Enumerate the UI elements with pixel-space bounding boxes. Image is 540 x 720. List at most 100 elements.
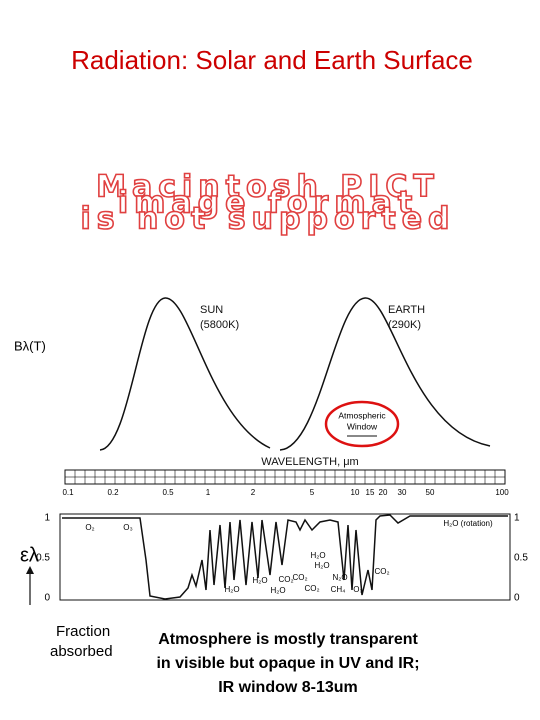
scale-cell bbox=[294, 469, 306, 478]
scale-cell bbox=[184, 476, 196, 485]
x-tick-label: 30 bbox=[398, 488, 407, 497]
scale-cell bbox=[274, 469, 286, 478]
scale-cell bbox=[484, 476, 496, 485]
abs-tick-left: 1 bbox=[44, 513, 50, 524]
scale-cell bbox=[144, 476, 156, 485]
abs-arrowhead bbox=[26, 566, 34, 574]
gas-label: N₂O bbox=[332, 573, 347, 582]
x-tick-label: 2 bbox=[251, 488, 256, 497]
gas-label: O₃ bbox=[353, 585, 362, 594]
x-tick-label: 100 bbox=[495, 488, 509, 497]
gas-label: H₂O bbox=[270, 586, 285, 595]
scale-cell bbox=[464, 476, 476, 485]
window-label: Atmospheric bbox=[338, 410, 386, 420]
scale-cell bbox=[84, 476, 96, 485]
gas-label: O₃ bbox=[123, 523, 132, 532]
scale-cell bbox=[394, 469, 406, 478]
scale-cell bbox=[384, 476, 396, 485]
scale-cell bbox=[494, 469, 506, 478]
earth-curve bbox=[279, 297, 491, 451]
x-tick-label: 0.2 bbox=[107, 488, 119, 497]
gas-label: H₂O bbox=[310, 551, 325, 560]
abs-tick-right: 0 bbox=[514, 593, 520, 604]
caption: IR window 8-13um bbox=[218, 679, 358, 696]
scale-cell bbox=[164, 476, 176, 485]
scale-cell bbox=[314, 469, 326, 478]
gas-label: H₂O bbox=[252, 576, 267, 585]
scale-cell bbox=[454, 469, 466, 478]
scale-cell bbox=[434, 469, 446, 478]
x-tick-label: 20 bbox=[379, 488, 388, 497]
scale-cell bbox=[224, 476, 236, 485]
x-tick-label: 0.1 bbox=[62, 488, 74, 497]
x-tick-label: 15 bbox=[366, 488, 375, 497]
x-tick-label: 50 bbox=[426, 488, 435, 497]
scale-cell bbox=[104, 476, 116, 485]
scale-cell bbox=[254, 469, 266, 478]
scale-cell bbox=[194, 469, 206, 478]
abs-label: absorbed bbox=[50, 643, 113, 660]
scale-cell bbox=[264, 476, 276, 485]
abs-tick-right: 1 bbox=[514, 513, 520, 524]
scale-cell bbox=[344, 476, 356, 485]
gas-label: H₂O (rotation) bbox=[443, 519, 493, 528]
abs-labels: 1 10.5 0.50 0O₂ O₃ H₂O (rotation)H₂OCO₂N₂OH₂O… bbox=[36, 513, 528, 604]
scale-cell bbox=[444, 476, 456, 485]
scale-cell bbox=[284, 476, 296, 485]
scale-cell bbox=[374, 469, 386, 478]
scale-cell bbox=[174, 469, 186, 478]
window-label: Window bbox=[347, 421, 378, 431]
y-label: Bλ(T) bbox=[14, 338, 46, 353]
scale-cell bbox=[234, 469, 246, 478]
scale-cell bbox=[74, 469, 86, 478]
scale-cell bbox=[424, 476, 436, 485]
scale-cell bbox=[404, 476, 416, 485]
gas-label: H₂O bbox=[224, 585, 239, 594]
scale-cell bbox=[114, 469, 126, 478]
scale-cell bbox=[204, 476, 216, 485]
caption: in visible but opaque in UV and IR; bbox=[156, 655, 419, 672]
scale-cell bbox=[244, 476, 256, 485]
caption: Atmosphere is mostly transparent bbox=[158, 631, 418, 648]
abs-symbol: ελ bbox=[20, 544, 39, 566]
placeholder-line: image format bbox=[118, 186, 418, 221]
scale-cell bbox=[124, 476, 136, 485]
wavelength-scale: 0.1 0.2 0.5 1 2 5 10 15 20 30 50 100 bbox=[62, 469, 509, 497]
scale-cell bbox=[214, 469, 226, 478]
abs-tick-left: 0.5 bbox=[36, 553, 50, 564]
scale-cell bbox=[354, 469, 366, 478]
title: Radiation: Solar and Earth Surface bbox=[71, 45, 473, 75]
gas-label: CO₂ bbox=[304, 584, 319, 593]
placeholder-line: Macintosh PICT bbox=[96, 170, 440, 205]
scale-cell bbox=[334, 469, 346, 478]
x-tick-label: 1 bbox=[206, 488, 211, 497]
gas-label: CH₄ bbox=[331, 585, 346, 594]
gas-label: H₂O bbox=[314, 561, 329, 570]
gas-label: CO₂ bbox=[374, 567, 389, 576]
sun-label: SUN bbox=[200, 304, 223, 316]
window-highlight bbox=[324, 400, 400, 448]
abs-label: Fraction bbox=[56, 623, 110, 640]
placeholder-line: is not supported bbox=[80, 202, 455, 237]
earth-label: EARTH bbox=[388, 304, 425, 316]
scale-cell bbox=[414, 469, 426, 478]
scale-cell bbox=[134, 469, 146, 478]
scale-cell bbox=[324, 476, 336, 485]
abs-frame bbox=[59, 513, 511, 601]
abs-tick-right: 0.5 bbox=[514, 553, 528, 564]
gas-label: CO₂ bbox=[278, 575, 293, 584]
x-tick-label: 5 bbox=[310, 488, 315, 497]
gas-label: CO₂ bbox=[292, 573, 307, 582]
x-tick-label: 10 bbox=[351, 488, 360, 497]
x-label: WAVELENGTH, μm bbox=[261, 456, 358, 468]
scale-cell bbox=[364, 476, 376, 485]
sun-curve bbox=[99, 297, 271, 451]
earth-label: (290K) bbox=[388, 319, 421, 331]
sun-label: (5800K) bbox=[200, 319, 239, 331]
scale-cell bbox=[474, 469, 486, 478]
gas-label: O₂ bbox=[85, 523, 94, 532]
scale-cell bbox=[304, 476, 316, 485]
x-tick-label: 0.5 bbox=[162, 488, 174, 497]
